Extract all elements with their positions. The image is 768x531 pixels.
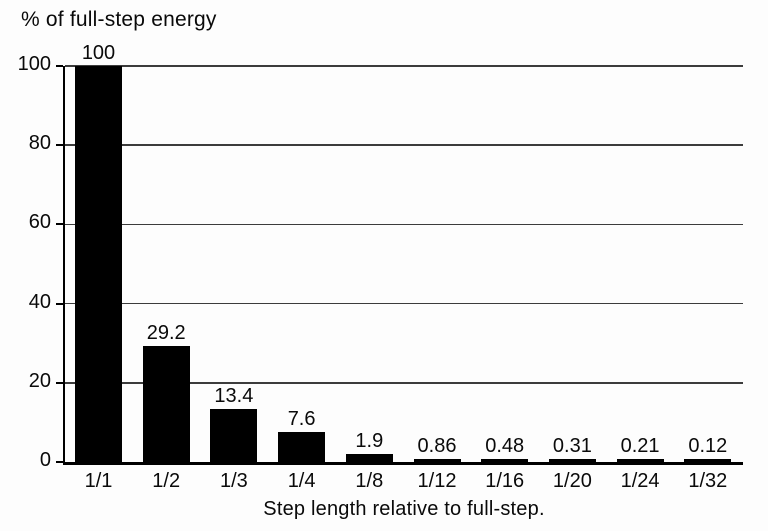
x-tick-label: 1/16 — [485, 470, 525, 492]
bar — [75, 66, 122, 462]
bar-value-label: 0.48 — [485, 434, 525, 457]
y-tick-label: 40 — [28, 290, 51, 313]
bar-value-label: 0.31 — [552, 434, 592, 457]
x-tick-label: 1/2 — [152, 470, 181, 492]
x-tick-label: 1/20 — [552, 470, 592, 492]
y-tick — [55, 381, 63, 384]
bar — [345, 454, 393, 462]
gridline — [65, 223, 743, 226]
bar-value-label: 100 — [81, 42, 116, 64]
bar — [548, 458, 596, 462]
bar — [616, 458, 664, 462]
x-tick-label: 1/4 — [287, 470, 316, 492]
bar — [142, 346, 190, 462]
x-tick-label: 1/12 — [417, 470, 457, 492]
y-tick — [55, 65, 63, 67]
x-tick-label: 1/3 — [219, 470, 248, 492]
x-tick-label: 1/8 — [355, 470, 384, 492]
bar-value-label: 0.86 — [417, 434, 457, 457]
y-tick-label: 100 — [17, 53, 51, 75]
gridline — [65, 65, 743, 67]
bar — [413, 458, 461, 462]
plot-area: 0 20 40 60 80 100 100 1/1 29.2 1/2 13.4 1/3 7.6 1/4 1.… — [18, 43, 743, 491]
y-tick — [55, 223, 63, 226]
bar-value-label: 0.21 — [620, 434, 660, 457]
x-tick-label: 1/1 — [84, 470, 113, 492]
bar-value-label: 0.12 — [688, 434, 728, 457]
bar — [684, 458, 732, 462]
y-tick — [55, 302, 63, 305]
bar — [481, 458, 529, 462]
x-tick-label: 1/24 — [620, 470, 660, 492]
bar-value-label: 1.9 — [355, 430, 384, 453]
y-tick-label: 20 — [28, 369, 51, 392]
y-tick — [55, 144, 63, 147]
y-tick — [55, 461, 63, 463]
x-axis-title: Step length relative to full-step. — [263, 498, 545, 520]
bar-value-label: 29.2 — [146, 322, 186, 345]
gridline — [65, 144, 743, 146]
y-tick-label: 60 — [28, 211, 51, 234]
x-axis-line — [62, 462, 743, 465]
x-tick-label: 1/32 — [688, 470, 728, 492]
y-axis-line — [62, 66, 65, 465]
gridline — [65, 302, 743, 305]
bar — [210, 408, 258, 462]
chart-title: % of full-step energy — [21, 8, 217, 31]
bar-value-label: 13.4 — [214, 384, 254, 407]
y-tick-label: 80 — [28, 132, 51, 155]
bar — [278, 431, 326, 462]
bar-value-label: 7.6 — [287, 407, 316, 430]
gridline — [65, 382, 743, 384]
y-tick-label: 0 — [39, 449, 51, 471]
